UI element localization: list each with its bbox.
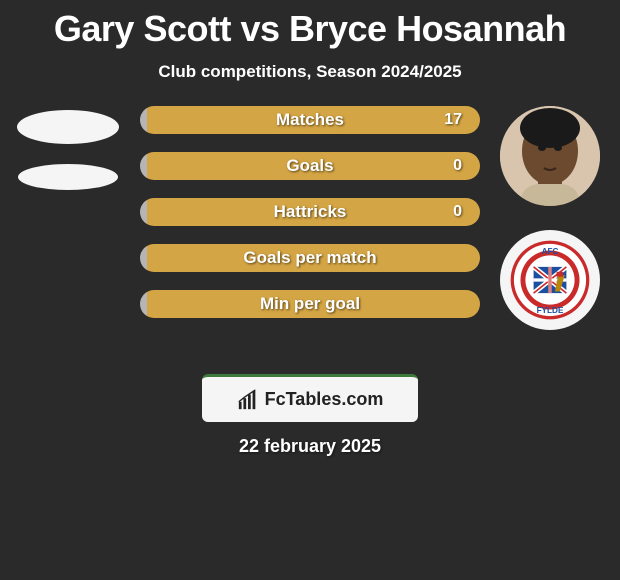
comparison-body: Matches 17 Goals 0 Hattricks 0 Goals per… bbox=[0, 106, 620, 366]
svg-text:AFC: AFC bbox=[542, 247, 559, 256]
stat-label: Goals bbox=[140, 152, 480, 180]
player-right-club-badge: AFC FYLDE bbox=[500, 230, 600, 330]
player-left-avatar-placeholder-1 bbox=[17, 110, 119, 144]
stat-label: Matches bbox=[140, 106, 480, 134]
branding-text: FcTables.com bbox=[265, 389, 384, 410]
stat-bar: Min per goal bbox=[140, 290, 480, 318]
player-left-avatar-placeholder-2 bbox=[18, 164, 118, 190]
stat-bar: Matches 17 bbox=[140, 106, 480, 134]
stat-label: Hattricks bbox=[140, 198, 480, 226]
player-right-avatar bbox=[500, 106, 600, 206]
chart-icon bbox=[237, 389, 259, 411]
stat-value: 0 bbox=[453, 198, 462, 226]
infographic-container: Gary Scott vs Bryce Hosannah Club compet… bbox=[0, 0, 620, 457]
player-left-column bbox=[8, 106, 128, 190]
stat-bar: Hattricks 0 bbox=[140, 198, 480, 226]
svg-text:FYLDE: FYLDE bbox=[537, 306, 564, 315]
stat-value: 17 bbox=[444, 106, 462, 134]
branding-box: FcTables.com bbox=[202, 374, 418, 422]
comparison-title: Gary Scott vs Bryce Hosannah bbox=[0, 8, 620, 50]
stat-bar: Goals per match bbox=[140, 244, 480, 272]
stat-value: 0 bbox=[453, 152, 462, 180]
player-right-column: AFC FYLDE bbox=[490, 106, 610, 330]
comparison-subtitle: Club competitions, Season 2024/2025 bbox=[0, 62, 620, 82]
date-text: 22 february 2025 bbox=[0, 436, 620, 457]
stat-bar: Goals 0 bbox=[140, 152, 480, 180]
stat-label: Min per goal bbox=[140, 290, 480, 318]
avatar-headshot-icon bbox=[500, 106, 600, 206]
stat-bars: Matches 17 Goals 0 Hattricks 0 Goals per… bbox=[140, 106, 480, 336]
club-badge-icon: AFC FYLDE bbox=[509, 239, 591, 321]
stat-label: Goals per match bbox=[140, 244, 480, 272]
